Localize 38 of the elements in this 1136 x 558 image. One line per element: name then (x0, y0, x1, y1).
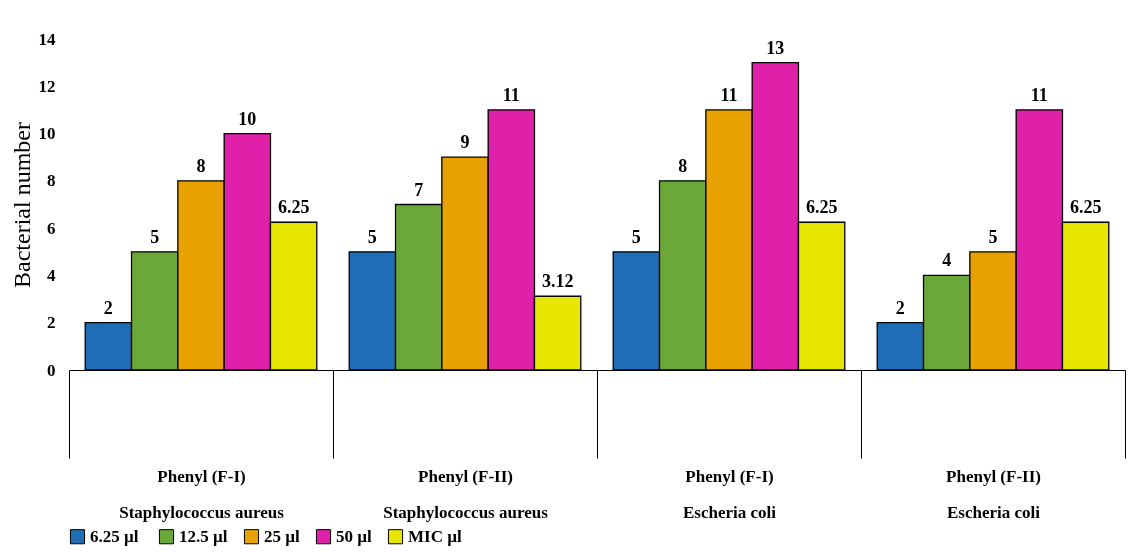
y-tick-label: 4 (47, 265, 56, 285)
data-label: 7 (414, 179, 424, 200)
legend-label: 6.25 µl (90, 526, 139, 546)
data-label: 5 (150, 226, 160, 247)
x-tick-label: Phenyl (F-I) Escheria coli (682, 466, 777, 522)
y-tick-label: 10 (38, 124, 56, 144)
data-label: 2 (895, 297, 905, 318)
data-label: 11 (1030, 84, 1048, 105)
y-tick-label: 14 (38, 29, 56, 49)
y-tick-label: 2 (47, 313, 56, 333)
x-tick-label: Phenyl (F-II) Escheria coli (946, 466, 1041, 522)
y-tick-label: 6 (47, 218, 56, 238)
data-label: 6.25 (805, 197, 838, 218)
data-label: 11 (502, 84, 520, 105)
data-label: 13 (766, 37, 785, 58)
y-tick-label: 0 (47, 360, 56, 380)
data-label: 6.25 (277, 197, 310, 218)
data-label: 2 (103, 297, 113, 318)
data-label: 5 (988, 226, 998, 247)
y-axis-title: Bacterial number (8, 122, 35, 288)
data-label: 10 (238, 108, 257, 129)
legend-label: MIC µl (408, 526, 462, 546)
data-label: 9 (460, 132, 470, 153)
data-label: 5 (631, 226, 641, 247)
legend-label: 12.5 µl (179, 526, 228, 546)
data-label: 8 (678, 155, 688, 176)
legend-label: 25 µl (264, 526, 301, 546)
y-tick-label: 8 (47, 171, 56, 191)
data-label: 4 (942, 250, 952, 271)
y-tick-label: 12 (38, 76, 56, 96)
data-label: 11 (720, 84, 738, 105)
data-label: 8 (196, 155, 206, 176)
data-label: 5 (367, 226, 377, 247)
x-tick-label: Phenyl (F-II) Staphylococcus aureus (383, 466, 549, 522)
legend-label: 50 µl (336, 526, 373, 546)
data-label: 6.25 (1069, 197, 1102, 218)
x-tick-label: Phenyl (F-I) Staphylococcus aureus (119, 466, 285, 522)
data-label: 3.12 (541, 271, 574, 292)
